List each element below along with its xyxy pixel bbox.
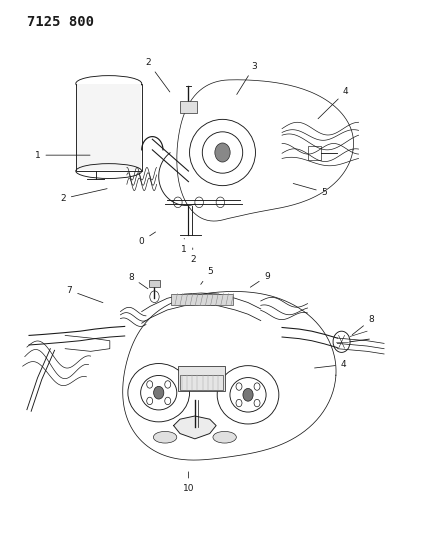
Text: 9: 9 [250, 271, 270, 287]
Text: 0: 0 [139, 232, 155, 246]
Text: 5: 5 [293, 183, 327, 197]
Circle shape [243, 389, 253, 401]
Text: 5: 5 [201, 268, 213, 285]
Text: 3: 3 [237, 62, 257, 94]
Text: 1: 1 [35, 151, 90, 160]
Ellipse shape [153, 431, 177, 443]
Text: 2: 2 [145, 58, 170, 92]
Text: 2: 2 [190, 248, 196, 264]
Bar [76, 84, 142, 171]
Polygon shape [174, 416, 216, 439]
Text: 10: 10 [183, 472, 194, 492]
Text: 1: 1 [181, 238, 187, 254]
Text: 7: 7 [66, 286, 103, 303]
Bar [149, 280, 160, 287]
Text: 8: 8 [352, 315, 374, 335]
Bar [180, 375, 223, 390]
Text: 4: 4 [315, 360, 347, 369]
Text: 7125 800: 7125 800 [27, 14, 94, 29]
Circle shape [215, 143, 230, 162]
Bar [308, 146, 321, 160]
Text: 8: 8 [128, 272, 148, 289]
Bar [77, 84, 141, 170]
Bar [178, 366, 225, 391]
Bar [172, 294, 233, 305]
Ellipse shape [213, 431, 236, 443]
Circle shape [154, 386, 164, 399]
Text: 2: 2 [60, 189, 107, 203]
Bar [180, 101, 197, 113]
Text: 4: 4 [318, 87, 349, 119]
